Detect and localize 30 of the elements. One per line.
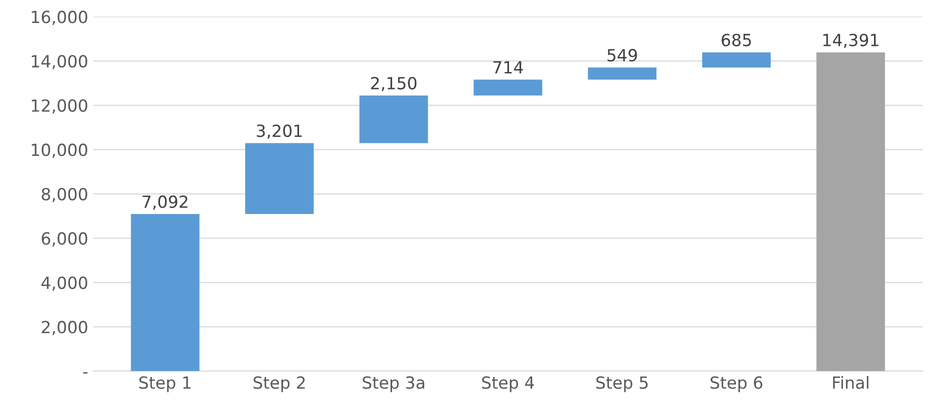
bar bbox=[474, 80, 542, 96]
data-label: 14,391 bbox=[823, 34, 878, 48]
y-tick-label: 16,000 bbox=[32, 10, 88, 25]
x-tick-label: Step 5 bbox=[596, 376, 648, 392]
bar bbox=[130, 214, 200, 372]
y-tick-label: 6,000 bbox=[42, 232, 88, 246]
y-tick-label: 2,000 bbox=[42, 320, 88, 336]
y-tick-label: 10,000 bbox=[32, 144, 88, 158]
y-tick-label: 8,000 bbox=[42, 188, 88, 202]
x-tick-label: Step 1 bbox=[139, 376, 191, 392]
y-tick-label: 4,000 bbox=[41, 276, 88, 291]
bar bbox=[588, 68, 656, 80]
data-label: 2,150 bbox=[371, 76, 416, 92]
x-tick-label: Step 6 bbox=[710, 376, 762, 392]
data-label: 549 bbox=[608, 48, 637, 62]
bar bbox=[245, 143, 314, 214]
x-tick-label: Step 4 bbox=[482, 376, 534, 392]
y-tick-label: - bbox=[83, 372, 88, 374]
y-tick-label: 14,000 bbox=[32, 54, 88, 70]
data-label: 7,092 bbox=[142, 195, 188, 210]
data-label: 3,201 bbox=[256, 124, 302, 139]
bar bbox=[816, 52, 885, 372]
bar bbox=[702, 52, 771, 68]
y-tick-label: 12,000 bbox=[32, 99, 88, 114]
x-tick-label: Step 2 bbox=[254, 376, 305, 392]
x-tick-label: Final bbox=[833, 376, 868, 389]
x-tick-label: Step 3a bbox=[362, 376, 424, 392]
data-label: 714 bbox=[493, 61, 523, 74]
data-label: 685 bbox=[722, 34, 751, 46]
bar bbox=[359, 95, 428, 144]
